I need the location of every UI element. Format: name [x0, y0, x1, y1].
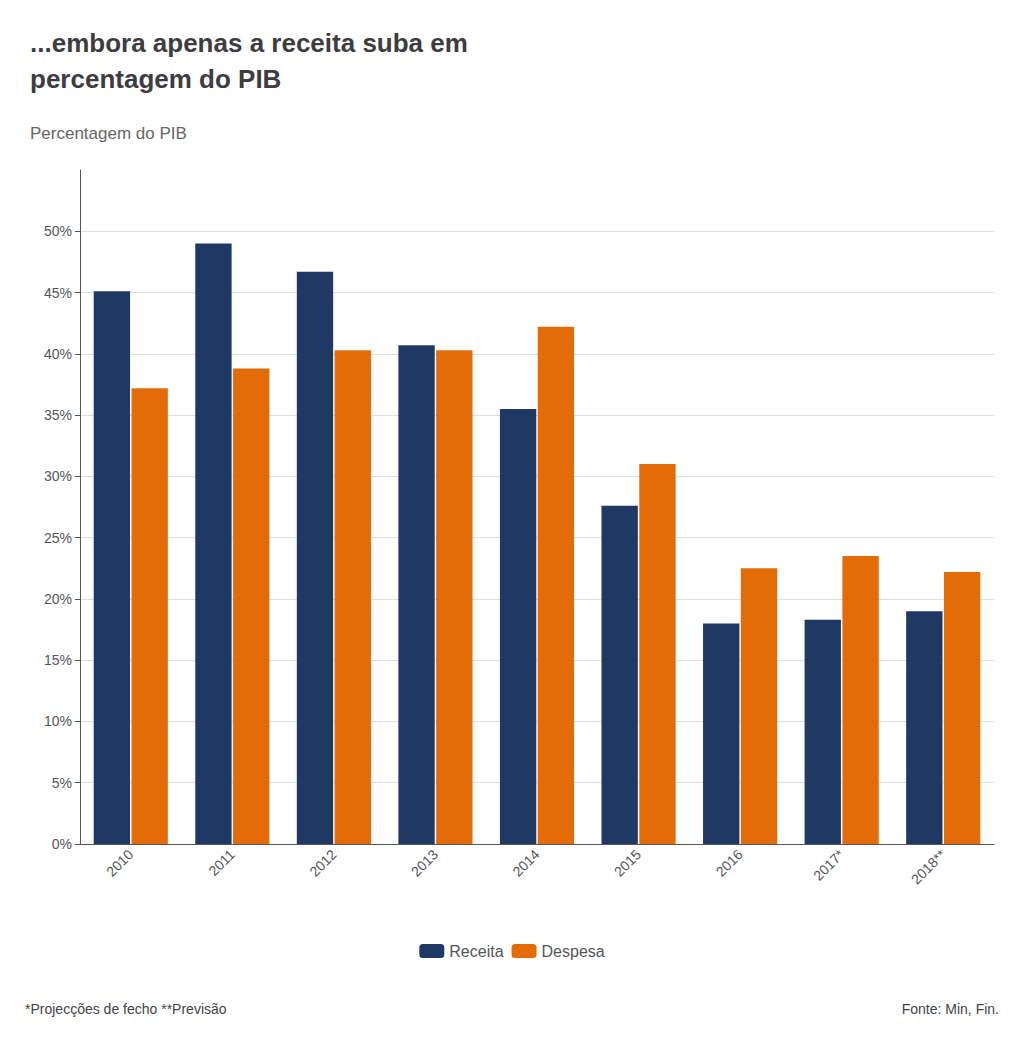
svg-text:Percentagem do PIB: Percentagem do PIB — [30, 124, 187, 143]
svg-text:2014: 2014 — [509, 846, 542, 879]
svg-text:30%: 30% — [44, 468, 72, 484]
svg-text:2015: 2015 — [611, 846, 644, 879]
svg-text:Fonte: Min, Fin.: Fonte: Min, Fin. — [902, 1001, 999, 1017]
svg-text:2013: 2013 — [408, 846, 441, 879]
svg-text:...embora apenas a receita sub: ...embora apenas a receita suba em — [30, 28, 468, 58]
svg-text:10%: 10% — [44, 713, 72, 729]
svg-text:percentagem do PIB: percentagem do PIB — [30, 64, 281, 94]
svg-text:*Projecções de fecho **Previsã: *Projecções de fecho **Previsão — [25, 1001, 227, 1017]
svg-text:2011: 2011 — [205, 846, 238, 879]
svg-text:40%: 40% — [44, 346, 72, 362]
svg-text:45%: 45% — [44, 285, 72, 301]
svg-text:25%: 25% — [44, 530, 72, 546]
svg-text:2010: 2010 — [103, 846, 136, 879]
svg-text:2018**: 2018** — [908, 846, 949, 887]
svg-text:5%: 5% — [52, 775, 72, 791]
svg-text:Despesa: Despesa — [542, 943, 605, 960]
svg-text:15%: 15% — [44, 652, 72, 668]
svg-text:Receita: Receita — [449, 943, 503, 960]
svg-text:2016: 2016 — [712, 846, 745, 879]
svg-text:35%: 35% — [44, 407, 72, 423]
svg-text:2012: 2012 — [306, 846, 339, 879]
svg-text:2017*: 2017* — [810, 846, 848, 884]
svg-text:50%: 50% — [44, 223, 72, 239]
svg-text:20%: 20% — [44, 591, 72, 607]
svg-text:0%: 0% — [52, 836, 72, 852]
